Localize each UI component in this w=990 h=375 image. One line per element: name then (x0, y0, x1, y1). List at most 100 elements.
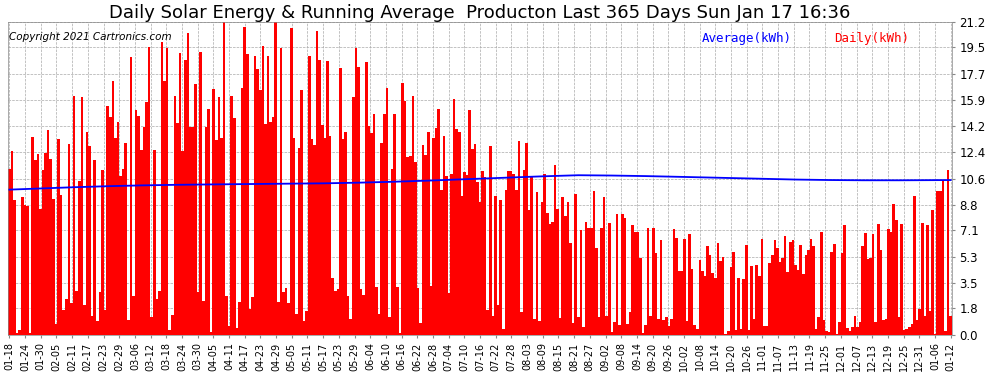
Bar (440, 190, 443, 335)
Bar (556, 209, 559, 335)
Bar (194, 84, 197, 335)
Bar (646, 228, 649, 335)
Bar (911, 324, 913, 335)
Bar (585, 222, 587, 335)
Bar (489, 146, 492, 335)
Bar (733, 252, 735, 335)
Bar (319, 60, 321, 335)
Bar (649, 315, 652, 335)
Bar (561, 197, 564, 335)
Bar (730, 267, 733, 335)
Bar (704, 276, 706, 335)
Bar (259, 90, 261, 335)
Bar (528, 210, 531, 335)
Bar (823, 320, 826, 335)
Bar (261, 46, 264, 335)
Bar (802, 274, 805, 335)
Bar (218, 97, 220, 335)
Bar (719, 261, 722, 335)
Bar (792, 240, 794, 335)
Bar (176, 123, 179, 335)
Bar (864, 233, 866, 335)
Bar (447, 293, 450, 335)
Bar (654, 253, 657, 335)
Bar (311, 139, 313, 335)
Bar (246, 54, 248, 335)
Bar (45, 153, 47, 335)
Bar (91, 316, 93, 335)
Bar (435, 128, 438, 335)
Bar (321, 125, 324, 335)
Bar (412, 96, 414, 335)
Bar (877, 224, 879, 335)
Bar (763, 326, 765, 335)
Bar (533, 319, 536, 335)
Bar (65, 299, 67, 335)
Bar (13, 200, 16, 335)
Bar (34, 160, 37, 335)
Bar (742, 279, 745, 335)
Bar (473, 144, 476, 335)
Bar (481, 171, 484, 335)
Bar (765, 327, 768, 335)
Bar (380, 143, 383, 335)
Bar (298, 148, 300, 335)
Bar (223, 22, 226, 335)
Bar (171, 315, 173, 335)
Bar (932, 210, 934, 335)
Bar (513, 174, 515, 335)
Bar (75, 291, 78, 335)
Bar (354, 48, 357, 335)
Bar (921, 223, 924, 335)
Bar (869, 258, 872, 335)
Bar (479, 202, 481, 335)
Bar (37, 154, 40, 335)
Bar (665, 317, 667, 335)
Bar (606, 315, 608, 335)
Bar (70, 303, 72, 335)
Bar (8, 169, 11, 335)
Bar (106, 106, 109, 335)
Bar (346, 296, 349, 335)
Bar (826, 331, 828, 335)
Bar (828, 332, 831, 335)
Bar (130, 57, 133, 335)
Bar (866, 259, 869, 335)
Bar (155, 299, 158, 335)
Text: Daily(kWh): Daily(kWh) (834, 32, 909, 45)
Bar (632, 225, 634, 335)
Bar (608, 224, 611, 335)
Bar (752, 319, 755, 335)
Bar (417, 288, 419, 335)
Bar (946, 171, 949, 335)
Bar (903, 330, 906, 335)
Bar (282, 292, 285, 335)
Bar (40, 209, 42, 335)
Bar (924, 316, 926, 335)
Bar (133, 296, 135, 335)
Bar (592, 191, 595, 335)
Bar (913, 196, 916, 335)
Bar (773, 240, 776, 335)
Bar (523, 170, 526, 335)
Bar (545, 213, 548, 335)
Bar (215, 140, 218, 335)
Bar (760, 238, 763, 335)
Bar (539, 321, 541, 335)
Bar (458, 132, 460, 335)
Bar (941, 182, 944, 335)
Bar (662, 320, 665, 335)
Bar (184, 60, 186, 335)
Bar (613, 322, 616, 335)
Bar (940, 190, 941, 335)
Bar (148, 46, 150, 335)
Bar (706, 246, 709, 335)
Bar (644, 326, 646, 335)
Bar (253, 56, 256, 335)
Bar (446, 176, 447, 335)
Bar (220, 138, 223, 335)
Bar (916, 320, 919, 335)
Bar (93, 160, 96, 335)
Bar (367, 126, 370, 335)
Bar (32, 137, 34, 335)
